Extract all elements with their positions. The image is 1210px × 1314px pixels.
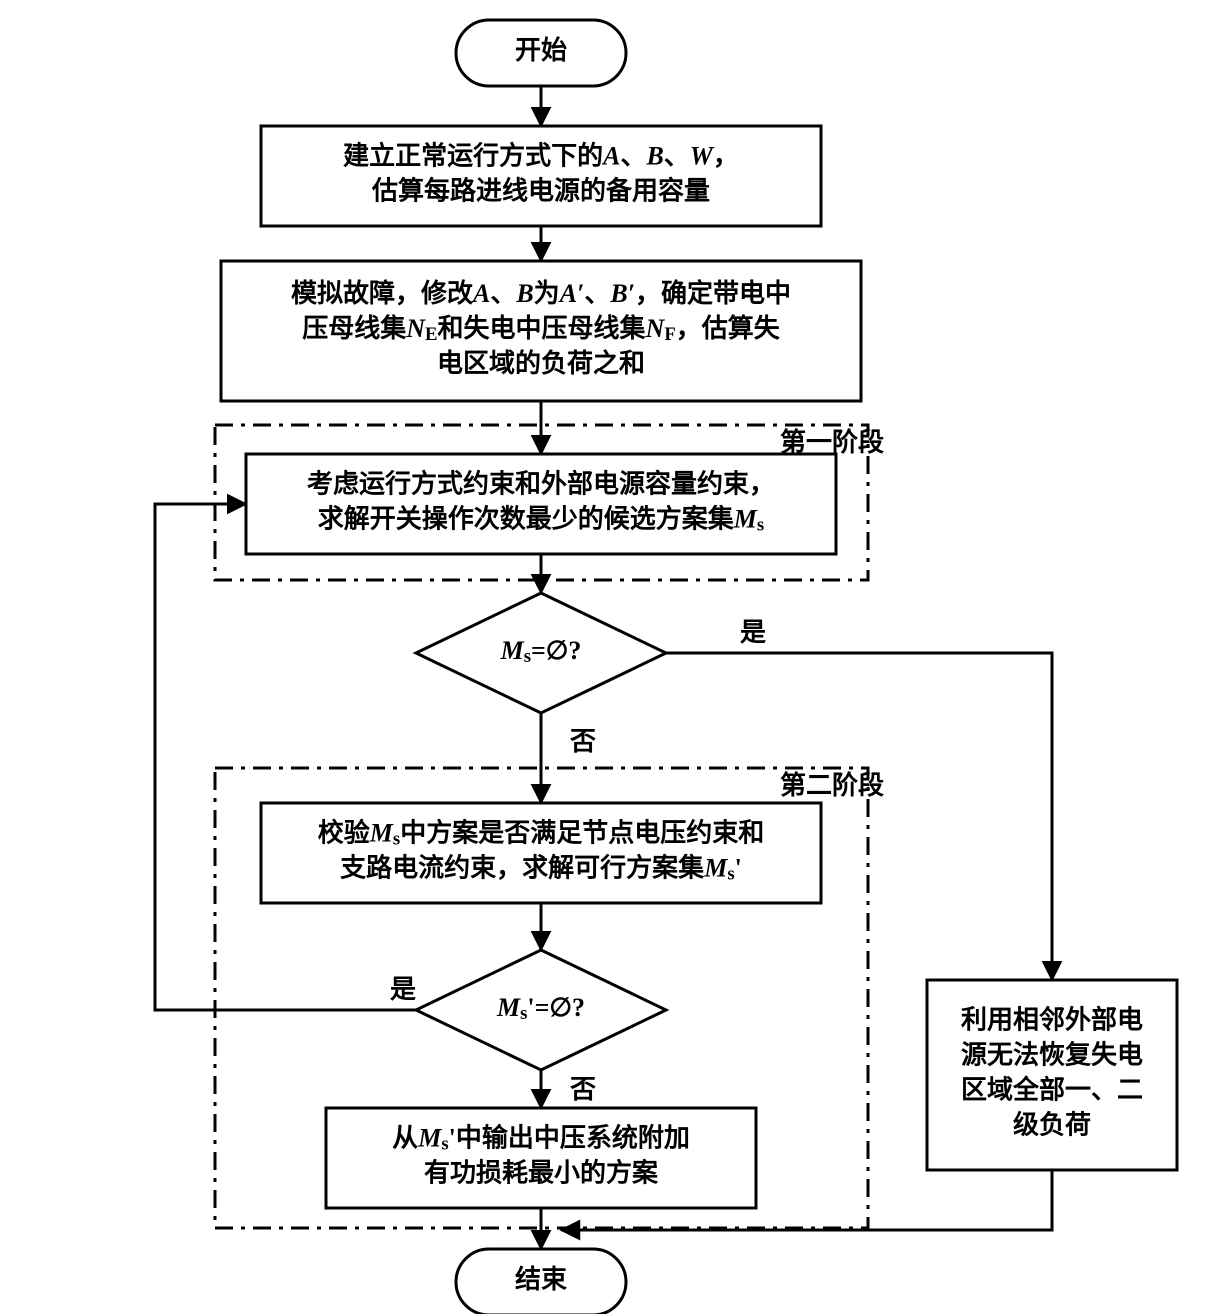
node-text-line: 估算每路进线电源的备用容量 <box>371 176 710 206</box>
node-stage2a: 校验Ms中方案是否满足节点电压约束和支路电流约束，求解可行方案集Ms' <box>261 803 821 903</box>
phase-label: 第一阶段 <box>780 427 884 457</box>
node-text-line: Ms=∅? <box>500 636 582 667</box>
edge-label: 否 <box>570 1075 596 1104</box>
node-text-line: 结束 <box>515 1264 568 1294</box>
node-text-line: 支路电流约束，求解可行方案集Ms' <box>340 853 742 885</box>
edge-label: 是 <box>740 618 766 647</box>
node-text-line: 电区域的负荷之和 <box>437 348 645 378</box>
node-text-line: 求解开关操作次数最少的候选方案集Ms <box>318 504 764 536</box>
phase-label: 第二阶段 <box>780 770 884 800</box>
node-text-line: 源无法恢复失电 <box>961 1040 1143 1069</box>
edge-label: 是 <box>390 975 416 1004</box>
edge-label: 否 <box>570 727 596 756</box>
node-text-line: 区域全部一、二 <box>961 1075 1143 1105</box>
node-setup: 建立正常运行方式下的A、B、W， 估算每路进线电源的备用容量 <box>261 126 821 226</box>
node-text-line: 从Ms'中输出中压系统附加 <box>392 1122 690 1154</box>
node-output: 从Ms'中输出中压系统附加有功损耗最小的方案 <box>326 1108 756 1208</box>
node-text-line: 考虑运行方式约束和外部电源容量约束， <box>307 468 775 498</box>
node-end: 结束 <box>456 1249 626 1314</box>
flowchart-diagram: 第一阶段第二阶段否否是是开始建立正常运行方式下的A、B、W，估算每路进线电源的备… <box>0 0 1210 1314</box>
node-stage1: 考虑运行方式约束和外部电源容量约束， 求解开关操作次数最少的候选方案集Ms <box>246 454 836 554</box>
node-fault: 模拟故障，修改A、B为A′、B′，确定带电中压母线集NE和失电中压母线集NF，估… <box>221 261 861 401</box>
node-text-line: 开始 <box>515 36 567 65</box>
node-text-line: 利用相邻外部电 <box>961 1005 1143 1034</box>
node-text-line: 校验Ms中方案是否满足节点电压约束和 <box>318 817 764 849</box>
node-fail: 利用相邻外部电源无法恢复失电区域全部一、二级负荷 <box>927 980 1177 1170</box>
node-text-line: 有功损耗最小的方案 <box>424 1158 659 1188</box>
node-text-line: 级负荷 <box>1013 1110 1091 1140</box>
node-start: 开始 <box>456 20 626 86</box>
node-text-line: Ms'=∅? <box>496 993 585 1024</box>
node-text-line: 模拟故障，修改A、B为A′、B′，确定带电中 <box>291 278 791 308</box>
node-text-line: 压母线集NE和失电中压母线集NF，估算失 <box>302 313 781 345</box>
node-text-line: 建立正常运行方式下的A、B、W， <box>343 140 739 170</box>
